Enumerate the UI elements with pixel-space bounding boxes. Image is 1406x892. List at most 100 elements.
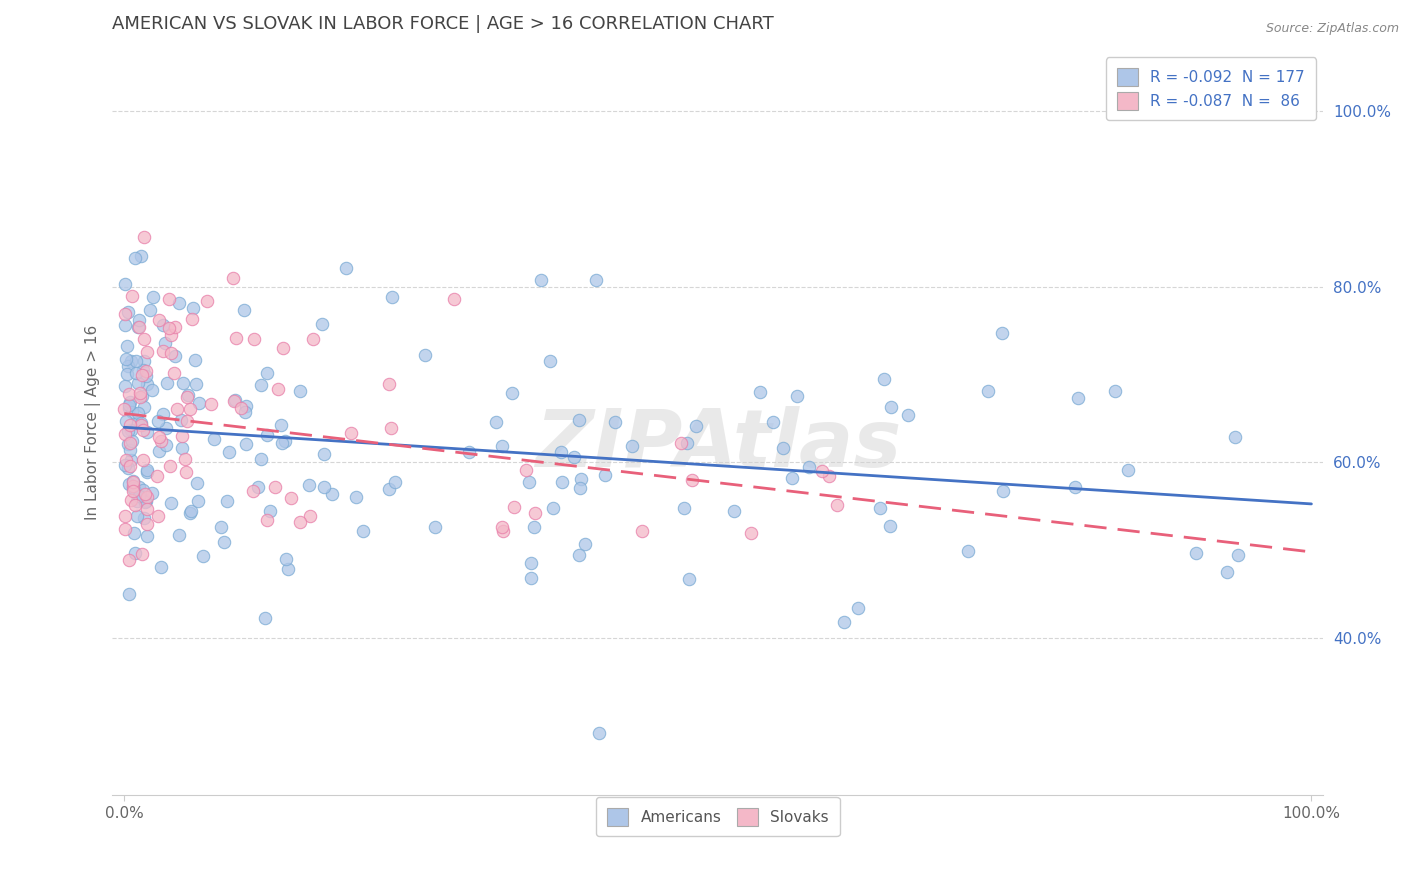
Point — [1063, 479, 1085, 493]
Point — [340, 426, 363, 441]
Point — [172, 429, 194, 443]
Point — [188, 395, 211, 409]
Point — [562, 450, 585, 465]
Point — [134, 487, 156, 501]
Point — [630, 524, 652, 539]
Point — [321, 487, 343, 501]
Point — [163, 349, 186, 363]
Point — [121, 404, 143, 418]
Point — [136, 463, 159, 477]
Point — [128, 489, 150, 503]
Point — [117, 424, 139, 438]
Point — [169, 528, 191, 542]
Point — [120, 452, 142, 467]
Point — [274, 552, 297, 566]
Point — [131, 388, 153, 402]
Point — [991, 483, 1014, 498]
Point — [166, 402, 188, 417]
Point — [160, 346, 183, 360]
Point — [761, 415, 783, 429]
Point — [155, 421, 177, 435]
Point — [1227, 549, 1250, 563]
Point — [120, 492, 142, 507]
Point — [235, 437, 257, 451]
Point — [221, 270, 243, 285]
Point — [218, 444, 240, 458]
Point — [114, 453, 136, 467]
Point — [115, 367, 138, 381]
Point — [114, 351, 136, 366]
Point — [117, 304, 139, 318]
Point — [131, 423, 153, 437]
Point — [595, 468, 617, 483]
Point — [118, 442, 141, 457]
Point — [152, 344, 174, 359]
Point — [135, 364, 157, 378]
Point — [530, 273, 553, 287]
Point — [620, 439, 643, 453]
Point — [114, 508, 136, 523]
Point — [491, 524, 513, 539]
Point — [128, 480, 150, 494]
Point — [212, 535, 235, 549]
Point — [138, 303, 160, 318]
Point — [152, 407, 174, 421]
Point — [135, 494, 157, 508]
Point — [215, 493, 238, 508]
Point — [384, 475, 406, 489]
Point — [117, 461, 139, 475]
Point — [129, 249, 152, 263]
Point — [176, 390, 198, 404]
Point — [832, 615, 855, 629]
Point — [121, 475, 143, 489]
Point — [299, 508, 322, 523]
Point — [538, 354, 561, 368]
Point — [378, 483, 401, 497]
Point — [603, 415, 626, 429]
Point — [186, 475, 208, 490]
Point — [256, 427, 278, 442]
Point — [515, 463, 537, 477]
Point — [124, 251, 146, 265]
Point — [1216, 565, 1239, 579]
Point — [748, 385, 770, 400]
Point — [157, 292, 180, 306]
Point — [184, 377, 207, 392]
Point — [202, 432, 225, 446]
Point — [142, 290, 165, 304]
Point — [124, 546, 146, 560]
Point — [235, 405, 257, 419]
Point — [124, 498, 146, 512]
Text: ZIPAtlas: ZIPAtlas — [534, 406, 901, 484]
Point — [122, 482, 145, 496]
Point — [200, 397, 222, 411]
Point — [520, 571, 543, 585]
Point — [136, 465, 159, 479]
Point — [121, 479, 143, 493]
Point — [115, 338, 138, 352]
Point — [120, 423, 142, 437]
Text: AMERICAN VS SLOVAK IN LABOR FORCE | AGE > 16 CORRELATION CHART: AMERICAN VS SLOVAK IN LABOR FORCE | AGE … — [112, 15, 775, 33]
Point — [256, 366, 278, 380]
Point — [177, 387, 200, 401]
Point — [150, 559, 173, 574]
Point — [183, 352, 205, 367]
Point — [233, 303, 256, 318]
Point — [120, 354, 142, 368]
Point — [148, 444, 170, 458]
Point — [128, 386, 150, 401]
Point — [135, 345, 157, 359]
Point — [114, 277, 136, 292]
Point — [274, 434, 297, 449]
Point — [873, 372, 896, 386]
Point — [443, 292, 465, 306]
Point — [160, 496, 183, 510]
Point — [132, 332, 155, 346]
Point — [991, 326, 1014, 341]
Point — [682, 473, 704, 487]
Point — [811, 464, 834, 478]
Point — [457, 445, 479, 459]
Point — [249, 378, 271, 392]
Point — [254, 611, 277, 625]
Point — [128, 406, 150, 420]
